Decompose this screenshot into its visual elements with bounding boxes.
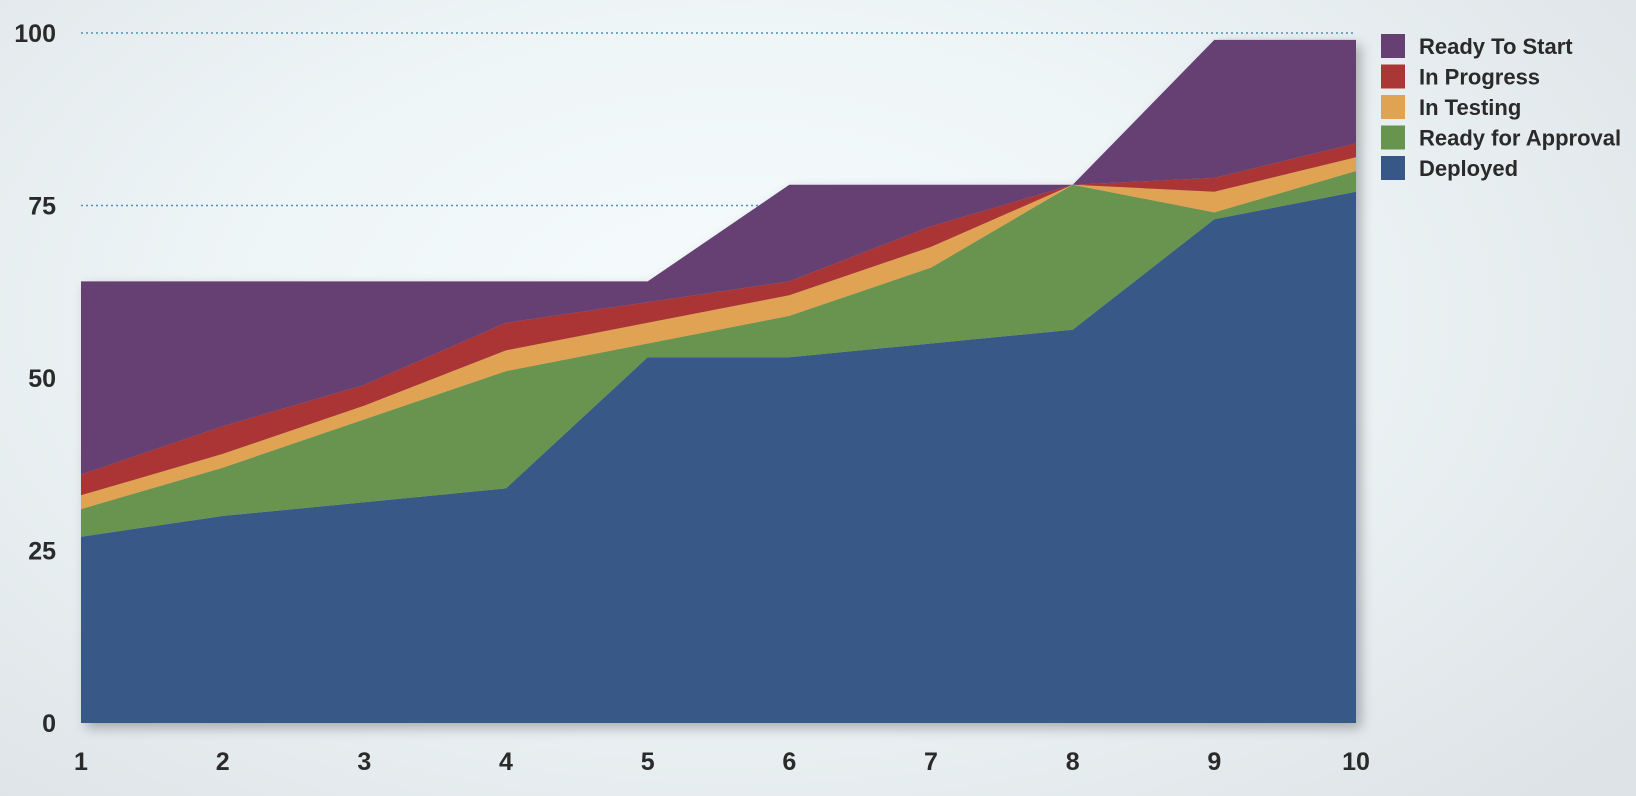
legend-swatch-ready-to-start — [1381, 34, 1405, 58]
x-tick-label: 2 — [216, 748, 230, 776]
legend: Ready To Start In Progress In Testing Ready… — [1381, 34, 1621, 181]
legend-label-in-progress: In Progress — [1419, 65, 1540, 90]
legend-label-ready-for-approval: Ready for Approval — [1419, 126, 1621, 151]
x-tick-label: 8 — [1066, 748, 1080, 776]
area-deployed — [81, 191, 1356, 723]
y-tick-label: 75 — [28, 193, 56, 221]
y-axis: 0 25 50 75 100 — [14, 20, 56, 738]
x-tick-label: 5 — [641, 748, 655, 776]
y-tick-label: 0 — [42, 710, 56, 738]
y-tick-label: 25 — [28, 538, 56, 566]
x-tick-label: 9 — [1207, 748, 1221, 776]
area-in-progress — [81, 143, 1356, 496]
x-tick-label: 4 — [499, 748, 513, 776]
x-tick-label: 7 — [924, 748, 938, 776]
legend-swatch-in-testing — [1381, 95, 1405, 119]
x-tick-label: 6 — [782, 748, 796, 776]
x-tick-label: 1 — [74, 748, 88, 776]
legend-swatch-ready-for-approval — [1381, 125, 1405, 150]
x-tick-label: 3 — [357, 748, 371, 776]
area-ready-to-start — [81, 39, 1356, 475]
legend-label-in-testing: In Testing — [1419, 95, 1521, 120]
area-ready-for-approval — [81, 171, 1356, 537]
legend-label-ready-to-start: Ready To Start — [1419, 34, 1573, 59]
plot-areas — [81, 39, 1356, 723]
x-axis: 1 2 3 4 5 6 7 8 9 10 — [74, 748, 1370, 776]
x-tick-label: 10 — [1342, 748, 1370, 776]
area-in-testing — [81, 157, 1356, 510]
y-tick-label: 50 — [28, 365, 56, 393]
legend-swatch-deployed — [1381, 156, 1405, 180]
legend-swatch-in-progress — [1381, 64, 1405, 89]
y-tick-label: 100 — [14, 20, 56, 48]
legend-label-deployed: Deployed — [1419, 156, 1518, 181]
